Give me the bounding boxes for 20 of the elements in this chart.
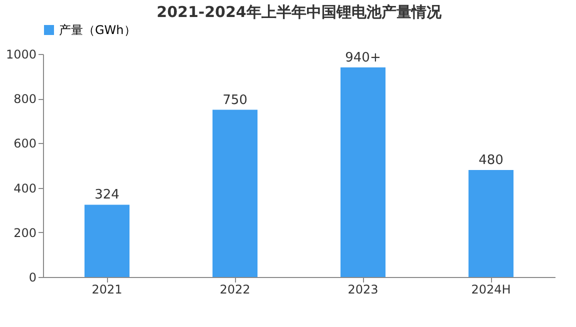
y-tick-label: 400 [14,181,36,196]
x-tick-label: 2022 [220,282,250,296]
y-tick-label: 1000 [6,48,36,62]
bar [212,110,258,277]
x-tick-label: 2024H [471,282,511,296]
data-label: 750 [222,92,248,108]
y-tick-label: 600 [14,136,36,151]
y-tick-label: 0 [28,270,36,284]
chart-title: 2021-2024年上半年中国锂电池产量情况 [156,3,442,21]
y-tick-label: 800 [14,92,36,106]
bar [84,204,130,277]
bar [340,67,386,277]
bar [468,170,514,277]
x-tick-label: 2021 [92,282,122,296]
y-tick-label: 200 [14,226,36,240]
data-label: 480 [478,152,504,168]
data-label: 940+ [345,50,381,66]
legend-label: 产量（GWh） [59,23,136,37]
x-tick-label: 2023 [348,282,378,296]
data-label: 324 [94,188,120,203]
